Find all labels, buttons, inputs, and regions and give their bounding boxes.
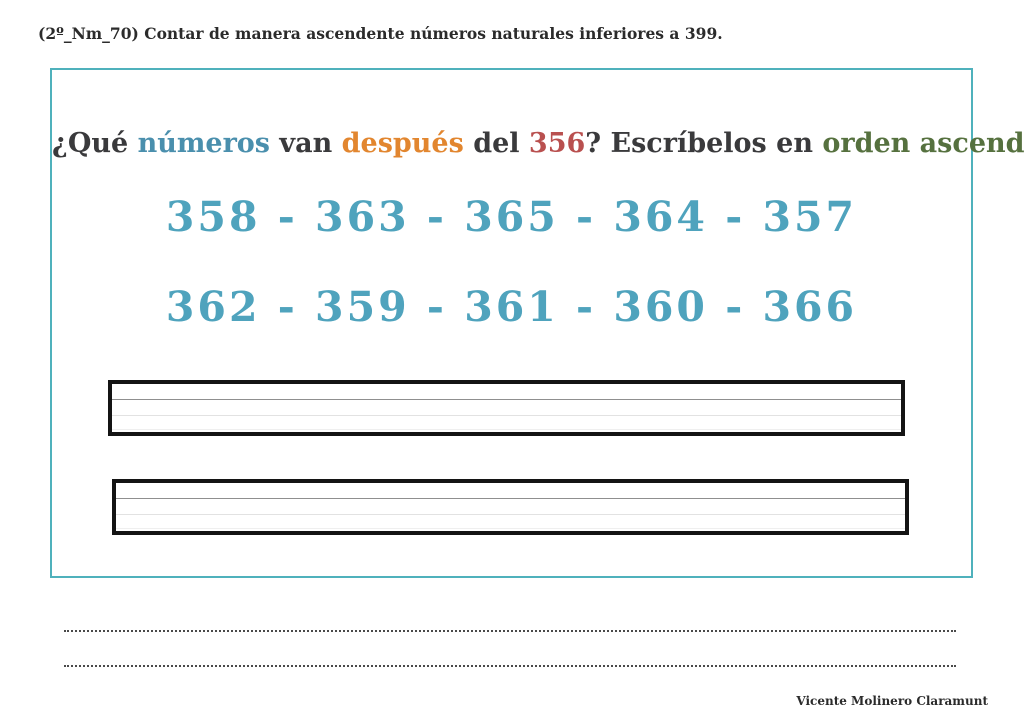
dotted-answer-line-1 <box>64 620 956 632</box>
guide-line-faint <box>116 528 905 530</box>
question-segment: del <box>463 128 529 159</box>
number-sequence-row-2: 362 - 359 - 361 - 360 - 366 <box>165 283 858 331</box>
guide-line-faint <box>112 429 901 431</box>
question-segment-despues: después <box>341 128 464 159</box>
question-segment: van <box>270 128 342 159</box>
author-signature: Vicente Molinero Claramunt <box>796 694 988 708</box>
dotted-answer-line-2 <box>64 655 956 667</box>
exercise-header: (2º_Nm_70) Contar de manera ascendente n… <box>38 24 723 43</box>
question-segment-356: 356 <box>528 128 586 159</box>
writing-line-box-1 <box>108 380 905 436</box>
question-segment-numeros: números <box>137 128 271 159</box>
guide-line-dark <box>112 398 901 400</box>
question-segment-orden-ascendente: orden ascendente: <box>822 128 1024 159</box>
question-text: ¿Qué números van después del 356? Escríb… <box>52 128 1024 159</box>
question-segment: ? Escríbelos en <box>585 128 823 159</box>
guide-line-light <box>116 513 905 515</box>
number-sequence-row-1: 358 - 363 - 365 - 364 - 357 <box>165 193 858 241</box>
guide-line-dark <box>116 497 905 499</box>
guide-line-light <box>112 414 901 416</box>
question-segment: ¿Qué <box>52 128 138 159</box>
writing-line-box-2 <box>112 479 909 535</box>
worksheet-frame: ¿Qué números van después del 356? Escríb… <box>50 68 1024 578</box>
